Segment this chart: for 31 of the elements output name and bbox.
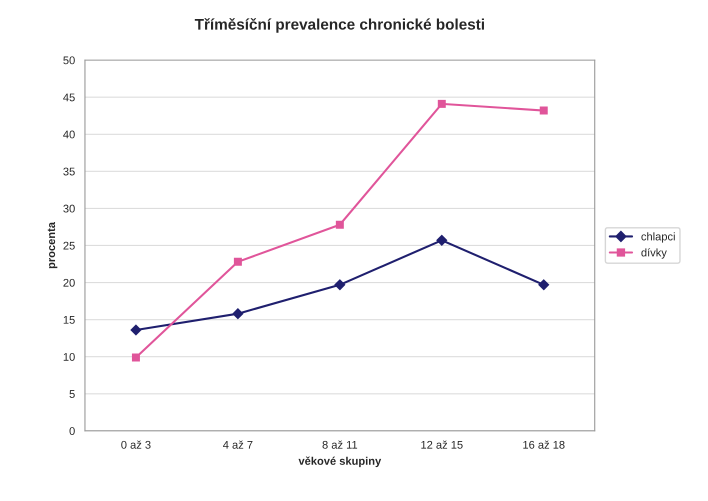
y-tick-label: 10 <box>64 352 75 361</box>
y-tick-label: 0 <box>69 427 75 435</box>
point <box>336 220 344 229</box>
chart-title: Tříměsíční prevalence chronické bolesti <box>194 18 484 33</box>
y-tick-label: 25 <box>63 242 75 250</box>
point <box>234 258 242 266</box>
y-tick-label: 35 <box>63 168 75 176</box>
point <box>438 100 446 108</box>
x-tick-label: 0 až 3 <box>121 440 151 449</box>
y-axis-title: procenta <box>48 222 58 268</box>
point <box>538 279 550 290</box>
y-tick-label: 15 <box>64 316 75 324</box>
point <box>232 308 244 320</box>
legend-label: dívky <box>641 248 667 259</box>
x-tick-label: 12 až 15 <box>421 440 463 449</box>
point <box>540 106 548 115</box>
point <box>130 324 142 336</box>
legend-label: chlapci <box>641 232 675 243</box>
point <box>132 353 140 362</box>
y-tick-label: 50 <box>63 56 75 64</box>
point <box>334 279 346 290</box>
x-axis-title: věkové skupiny <box>298 456 382 468</box>
x-tick-label: 4 až 7 <box>223 440 252 449</box>
point <box>436 234 448 246</box>
y-tick-label: 30 <box>63 204 75 213</box>
y-tick-label: 20 <box>63 278 75 287</box>
y-tick-label: 5 <box>70 390 75 398</box>
x-tick-label: 16 až 18 <box>523 440 565 449</box>
y-tick-label: 40 <box>63 130 75 138</box>
x-tick-label: 8 až 11 <box>322 440 358 449</box>
y-tick-label: 45 <box>63 94 75 102</box>
